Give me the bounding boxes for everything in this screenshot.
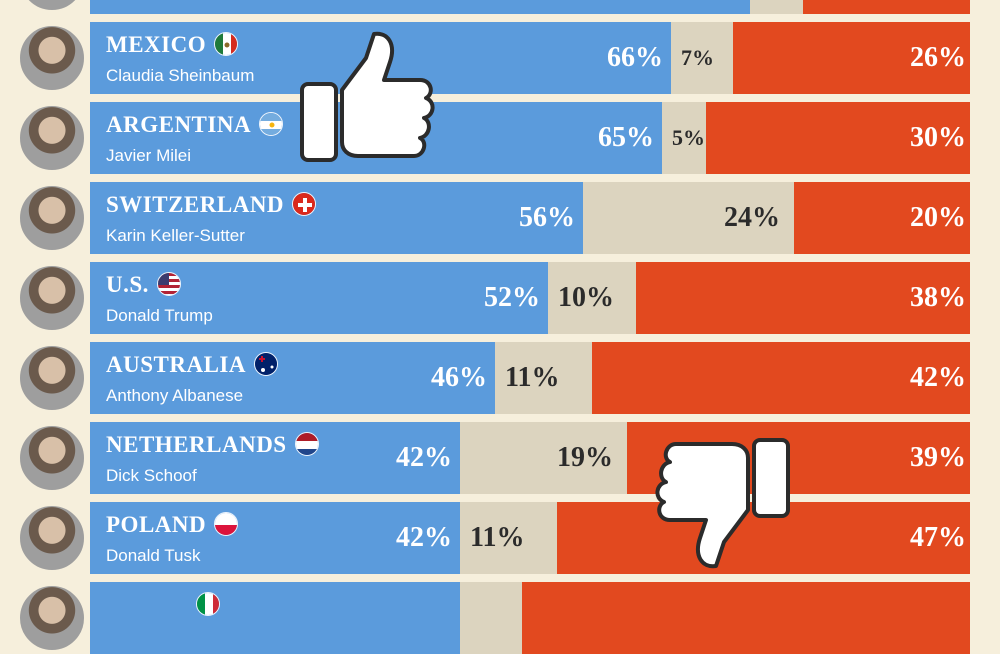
approve-value: 66% xyxy=(607,42,663,73)
neutral-value: 5% xyxy=(672,125,705,150)
country-name: POLAND xyxy=(106,512,207,537)
chart-row: 65% 5% 30% ARGENTINA Javier Milei xyxy=(0,102,1000,174)
bar-disapprove xyxy=(636,262,970,334)
leader-portrait xyxy=(18,344,86,412)
bar-approve xyxy=(90,582,460,654)
bar-neutral xyxy=(460,502,557,574)
thumbs-up-icon xyxy=(300,31,435,162)
bar-disapprove xyxy=(522,582,970,654)
chart-row: 46% 11% 42% AUSTRALIA Anthony Albanese xyxy=(0,342,1000,414)
disapprove-value: 39% xyxy=(910,442,966,473)
argentina-flag-icon xyxy=(259,112,283,136)
bar-neutral xyxy=(495,342,592,414)
leader-name: Anthony Albanese xyxy=(106,386,244,405)
bar-neutral xyxy=(460,422,627,494)
mexico-flag-icon xyxy=(214,32,238,56)
bar-disapprove xyxy=(592,342,970,414)
approve-value: 56% xyxy=(519,202,575,233)
country-name: ARGENTINA xyxy=(106,112,252,137)
neutral-value: 11% xyxy=(505,362,560,393)
leader-name: Dick Schoof xyxy=(106,466,197,485)
disapprove-value: 26% xyxy=(910,42,966,73)
country-name: U.S. xyxy=(106,272,149,297)
leader-name: Javier Milei xyxy=(106,146,192,165)
bar-approve xyxy=(90,422,460,494)
chart-row: 42% 11% 47% POLAND Donald Tusk xyxy=(0,502,1000,574)
bar-neutral xyxy=(460,582,522,654)
thumbs-down-icon xyxy=(655,438,790,569)
chart-row xyxy=(0,0,1000,14)
disapprove-value: 47% xyxy=(910,522,966,553)
bar-disapprove xyxy=(706,102,970,174)
bar-approve xyxy=(90,342,495,414)
approve-value: 65% xyxy=(598,122,654,153)
chart-row xyxy=(0,582,1000,654)
bar-neutral xyxy=(671,22,733,94)
neutral-value: 10% xyxy=(558,282,614,313)
bar-disapprove xyxy=(794,182,970,254)
switzerland-flag-icon xyxy=(292,192,316,216)
leader-portrait xyxy=(18,0,86,12)
leader-name: Donald Tusk xyxy=(106,546,201,565)
leader-portrait xyxy=(18,24,86,92)
neutral-value: 11% xyxy=(470,522,525,553)
neutral-value: 7% xyxy=(681,45,714,70)
leader-name: Claudia Sheinbaum xyxy=(106,66,255,85)
disapprove-value: 30% xyxy=(910,122,966,153)
leader-portrait xyxy=(18,584,86,652)
bar-approve xyxy=(90,182,583,254)
chart-row: 52% 10% 38% U.S. Donald Trump xyxy=(0,262,1000,334)
leader-portrait xyxy=(18,184,86,252)
country-name: SWITZERLAND xyxy=(106,192,285,217)
bar-neutral xyxy=(583,182,794,254)
country-name: AUSTRALIA xyxy=(106,352,246,377)
leader-name: Karin Keller-Sutter xyxy=(106,226,245,245)
disapprove-value: 38% xyxy=(910,282,966,313)
leader-portrait xyxy=(18,504,86,572)
bar-neutral xyxy=(750,0,803,14)
usa-flag-icon xyxy=(157,272,181,296)
leader-name: Donald Trump xyxy=(106,306,213,325)
leader-portrait xyxy=(18,424,86,492)
chart-row: 66% 7% 26% MEXICO Claudia Sheinbaum xyxy=(0,22,1000,94)
approve-value: 42% xyxy=(396,522,452,553)
neutral-value: 19% xyxy=(557,442,613,473)
bar-approve xyxy=(90,502,460,574)
chart-row: 42% 19% 39% NETHERLANDS Dick Schoof xyxy=(0,422,1000,494)
approve-value: 46% xyxy=(431,362,487,393)
italy-flag-icon xyxy=(196,592,220,616)
poland-flag-icon xyxy=(214,512,238,536)
australia-flag-icon xyxy=(254,352,278,376)
bar-disapprove xyxy=(733,22,970,94)
bar-neutral xyxy=(548,262,636,334)
leader-portrait xyxy=(18,264,86,332)
country-name: MEXICO xyxy=(106,32,207,57)
approve-value: 42% xyxy=(396,442,452,473)
leader-portrait xyxy=(18,104,86,172)
disapprove-value: 42% xyxy=(910,362,966,393)
bar-disapprove xyxy=(803,0,970,14)
bar-neutral xyxy=(662,102,706,174)
disapprove-value: 20% xyxy=(910,202,966,233)
country-name: NETHERLANDS xyxy=(106,432,287,457)
chart-row: 56% 24% 20% SWITZERLAND Karin Keller-Sutter xyxy=(0,182,1000,254)
bar-approve xyxy=(90,0,750,14)
netherlands-flag-icon xyxy=(295,432,319,456)
neutral-value: 24% xyxy=(724,202,780,233)
approve-value: 52% xyxy=(484,282,540,313)
